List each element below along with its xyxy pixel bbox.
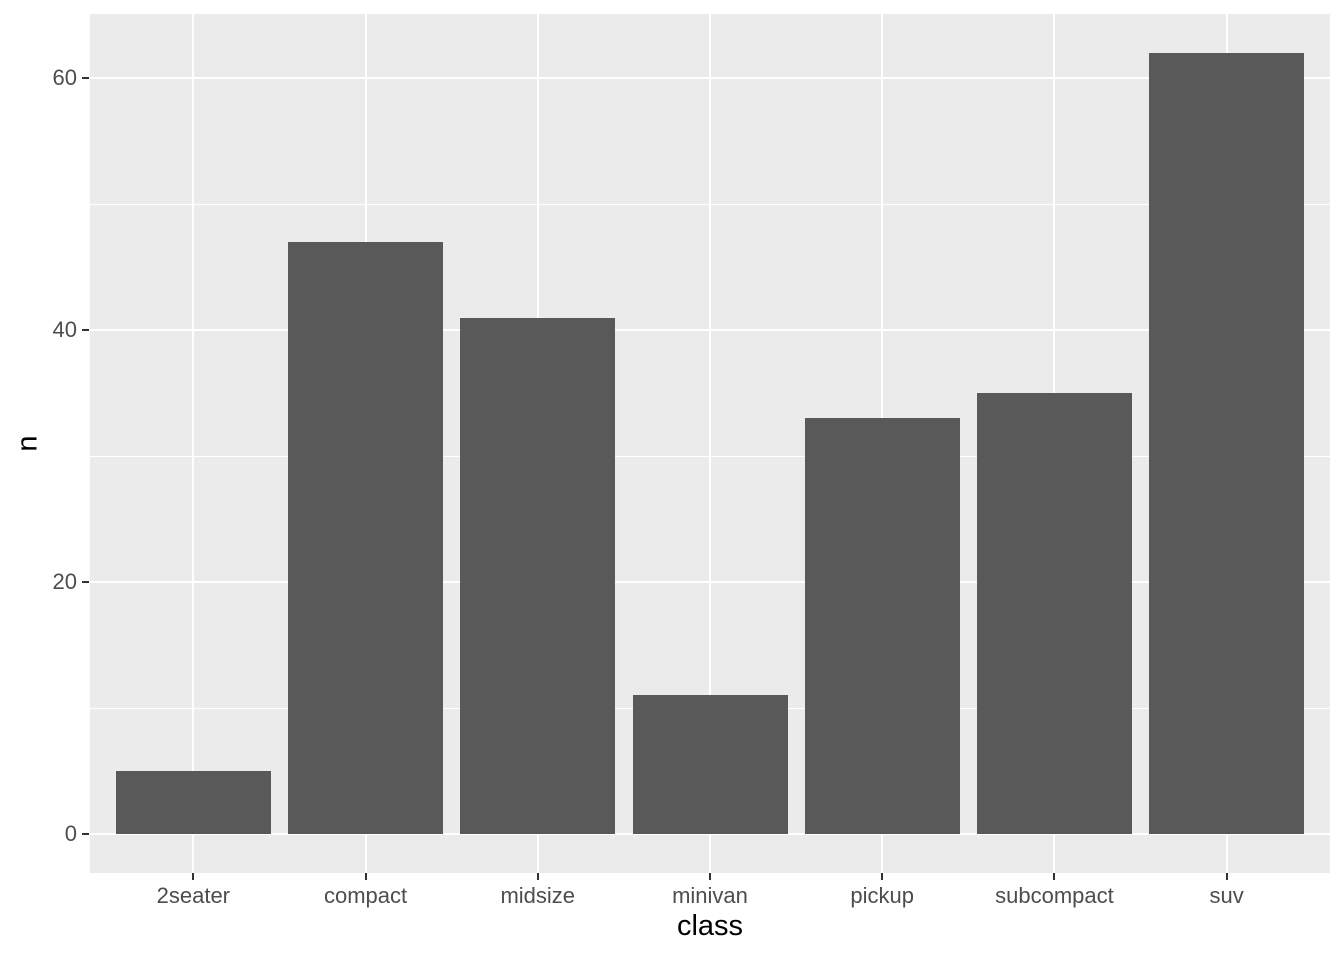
bar-pickup — [804, 418, 960, 834]
y-tick-mark-0 — [82, 832, 89, 835]
bar-compact — [288, 241, 444, 834]
x-tick-mark-suv — [1225, 873, 1228, 880]
x-tick-label-compact: compact — [323, 883, 408, 908]
bar-subcompact — [976, 393, 1132, 834]
x-tick-mark-pickup — [881, 873, 884, 880]
x-tick-mark-compact — [364, 873, 367, 880]
y-tick-label-0: 0 — [64, 820, 77, 846]
x-tick-mark-minivan — [709, 873, 711, 880]
x-axis-title: class — [676, 910, 744, 942]
x-tick-mark-subcompact — [1053, 873, 1056, 880]
x-tick-label-suv: suv — [1209, 883, 1244, 908]
x-tick-mark-2seater — [192, 873, 195, 880]
bar-midsize — [460, 317, 616, 834]
x-tick-label-2seater: 2seater — [156, 883, 231, 908]
gridline-major-x-minivan — [709, 14, 711, 873]
y-tick-mark-20 — [82, 581, 89, 584]
plot-panel — [90, 14, 1330, 873]
x-tick-label-pickup: pickup — [850, 883, 915, 908]
y-tick-mark-60 — [82, 77, 89, 80]
y-tick-label-60: 60 — [52, 65, 77, 91]
y-axis-title: n — [11, 14, 44, 873]
x-tick-label-midsize: midsize — [500, 883, 576, 908]
y-tick-label-40: 40 — [52, 317, 77, 343]
x-tick-label-subcompact: subcompact — [995, 883, 1114, 908]
x-tick-label-minivan: minivan — [672, 883, 748, 908]
y-tick-mark-40 — [82, 329, 89, 332]
y-tick-label-20: 20 — [52, 569, 77, 595]
y-axis-title-text: n — [11, 435, 44, 452]
bar-suv — [1149, 53, 1305, 834]
bar-2seater — [115, 770, 271, 834]
x-tick-mark-midsize — [536, 873, 539, 880]
gridline-major-x-2seater — [192, 14, 195, 873]
bar-minivan — [632, 695, 788, 834]
